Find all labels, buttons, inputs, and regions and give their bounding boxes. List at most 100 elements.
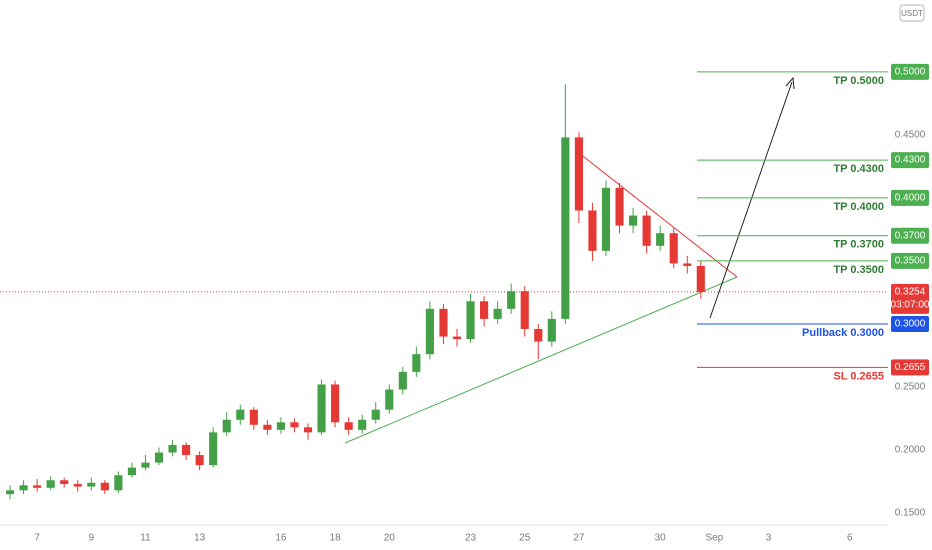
x-tick-label: 16 — [275, 533, 287, 544]
candle-body — [209, 432, 218, 466]
candle-body — [507, 291, 516, 309]
candle-body — [574, 137, 583, 211]
currency-badge — [899, 4, 925, 22]
price-axis-box — [891, 252, 929, 269]
candle-body — [547, 318, 556, 342]
candle-body — [452, 336, 462, 340]
support-trendline — [344, 276, 738, 444]
candle-body — [317, 384, 326, 433]
price-axis-label: 0.3700 — [895, 230, 926, 241]
candle-body — [276, 422, 285, 430]
candle-body — [263, 424, 272, 430]
price-axis-label: 0.3000 — [895, 319, 926, 330]
y-tick-label: 0.2500 — [895, 382, 926, 393]
candle-body — [425, 308, 434, 355]
current-price-label: 0.3254 — [895, 287, 926, 298]
x-tick-label: 11 — [140, 533, 151, 544]
currency-label: USDT — [901, 9, 923, 18]
candle-body — [629, 215, 638, 226]
candle-body — [358, 419, 367, 430]
candle-body — [182, 444, 191, 456]
candle-body — [33, 485, 42, 488]
x-tick-label: 20 — [384, 533, 396, 544]
candle-body — [195, 455, 204, 466]
x-tick-label: 18 — [330, 533, 342, 544]
level-label: Pullback 0.3000 — [802, 327, 884, 339]
price-axis-box — [891, 63, 929, 80]
drawings — [344, 76, 795, 444]
candle-body — [683, 263, 692, 266]
candle-body — [398, 371, 407, 390]
price-axis-box — [891, 315, 929, 332]
candle-body — [534, 328, 543, 342]
candle-body — [114, 475, 123, 491]
x-tick-label: 27 — [573, 533, 585, 544]
candle-body — [520, 291, 529, 329]
level-label: TP 0.3500 — [833, 264, 884, 276]
x-tick-label: 25 — [519, 533, 531, 544]
candle-body — [439, 308, 448, 337]
price-axis-box — [891, 359, 929, 376]
level-label: TP 0.3700 — [833, 239, 884, 251]
x-tick-label: Sep — [705, 533, 723, 544]
x-tick-label: 7 — [34, 533, 40, 544]
candle-body — [19, 485, 28, 491]
candle-body — [154, 452, 164, 463]
projection-arrow — [709, 81, 793, 319]
resistance-trendline — [574, 149, 738, 278]
candle-body — [331, 384, 340, 423]
candle-body — [669, 233, 678, 264]
countdown-label: 03:07:00 — [891, 300, 930, 311]
candle-body — [290, 422, 299, 428]
price-axis-box — [891, 189, 929, 206]
price-axis-label: 0.2655 — [895, 362, 926, 373]
y-tick-label: 0.4500 — [895, 130, 926, 141]
price-axis-label: 0.3500 — [895, 256, 926, 267]
level-label: SL 0.2655 — [833, 370, 884, 382]
candle-body — [696, 265, 705, 292]
candle-body — [46, 480, 55, 488]
price-axis-box — [891, 227, 929, 244]
current-price-box — [891, 283, 929, 314]
candle-body — [561, 137, 570, 319]
candle-body — [466, 301, 475, 340]
candle-body — [588, 210, 597, 251]
candle-body — [385, 389, 394, 410]
candle-body — [303, 427, 313, 433]
y-tick-label: 0.1500 — [895, 508, 926, 519]
candle-body — [168, 444, 177, 453]
x-tick-label: 6 — [847, 533, 853, 544]
candle-body — [141, 462, 150, 468]
price-axis-label: 0.4000 — [895, 193, 926, 204]
candle-body — [87, 482, 96, 487]
x-tick-label: 13 — [194, 533, 206, 544]
candle-body — [236, 409, 245, 420]
price-axis-label: 0.5000 — [895, 66, 926, 77]
candle-body — [100, 482, 109, 491]
candle-body — [615, 187, 624, 226]
y-tick-label: 0.2000 — [895, 445, 926, 456]
x-tick-label: 30 — [655, 533, 667, 544]
level-label: TP 0.4300 — [833, 163, 884, 175]
candle-body — [249, 409, 258, 425]
candle-body — [656, 233, 665, 246]
arrow-head — [785, 76, 795, 90]
candle-body — [5, 490, 15, 495]
x-tick-label: 9 — [89, 533, 95, 544]
candle-body — [601, 187, 611, 251]
candle-body — [371, 409, 380, 420]
candle-body — [60, 480, 69, 485]
candle-body — [73, 484, 82, 487]
candle-body — [412, 354, 421, 372]
candle-body — [480, 301, 489, 319]
candle-body — [127, 467, 136, 476]
level-label: TP 0.4000 — [833, 201, 884, 213]
level-label: TP 0.5000 — [833, 75, 884, 87]
candle-body — [222, 419, 231, 433]
candle-body — [493, 308, 502, 319]
candle-body — [344, 422, 353, 430]
candle-body — [642, 215, 651, 246]
price-axis-box — [891, 152, 929, 169]
x-tick-label: 23 — [465, 533, 477, 544]
x-tick-label: 3 — [766, 533, 772, 544]
